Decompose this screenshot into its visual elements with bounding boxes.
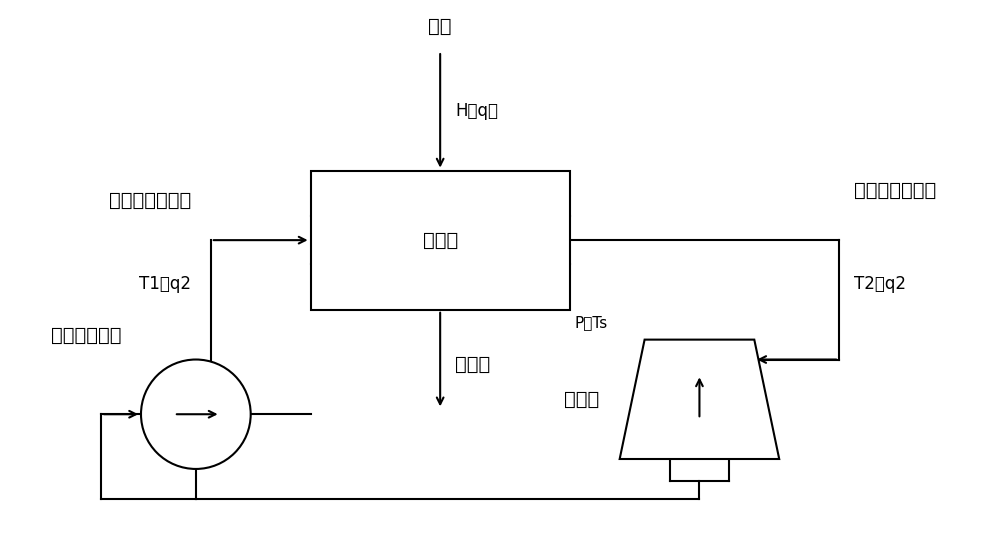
Text: 乏汽: 乏汽 xyxy=(428,17,452,36)
Text: 冷却塔: 冷却塔 xyxy=(564,390,600,409)
Text: 凝汽器: 凝汽器 xyxy=(423,231,458,250)
Text: 循环冷却水回水: 循环冷却水回水 xyxy=(109,192,191,210)
Polygon shape xyxy=(620,340,779,459)
Text: T2，q2: T2，q2 xyxy=(854,275,906,293)
Circle shape xyxy=(141,360,251,469)
Text: 循环冷却水泵: 循环冷却水泵 xyxy=(51,326,121,345)
Text: 凝结水: 凝结水 xyxy=(455,355,490,374)
Text: P，Ts: P，Ts xyxy=(575,315,608,330)
Text: T1，q2: T1，q2 xyxy=(139,275,191,293)
Text: H（q）: H（q） xyxy=(455,102,498,120)
Bar xyxy=(311,171,570,310)
Text: 循环冷却水供水: 循环冷却水供水 xyxy=(854,181,936,200)
